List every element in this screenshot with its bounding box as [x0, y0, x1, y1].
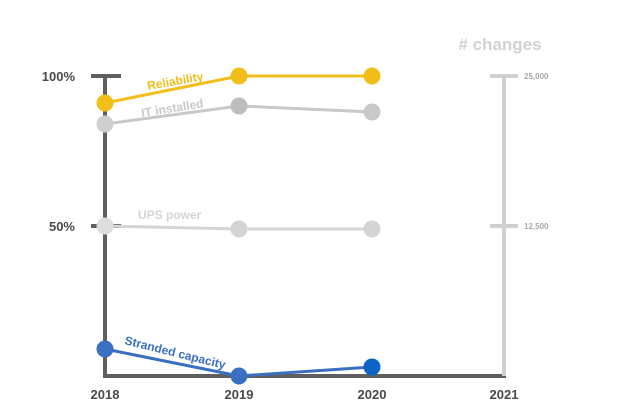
- data-point: [363, 67, 381, 85]
- series-label: UPS power: [138, 208, 202, 222]
- series-label: Stranded capacity: [123, 333, 227, 372]
- tick-labels: 100% 50% 25,000 12,500 # changes 2018 2019 2020…: [42, 35, 549, 402]
- data-point: [96, 115, 114, 133]
- data-point: [230, 67, 248, 85]
- data-point: [96, 94, 114, 112]
- series-points: [96, 67, 381, 385]
- right-tick-label: 12,500: [524, 222, 549, 231]
- data-point: [363, 358, 381, 376]
- data-point: [363, 220, 381, 238]
- data-point: [230, 97, 248, 115]
- right-tick-label: 25,000: [524, 72, 549, 81]
- x-tick-label: 2020: [358, 387, 387, 402]
- data-point: [96, 217, 114, 235]
- x-tick-label: 2019: [225, 387, 254, 402]
- data-point: [96, 340, 114, 358]
- data-point: [230, 220, 248, 238]
- data-point: [230, 367, 248, 385]
- right-axis-title: # changes: [458, 35, 541, 54]
- y-tick-label: 50%: [49, 219, 75, 234]
- data-point: [363, 103, 381, 121]
- y-tick-label: 100%: [42, 69, 76, 84]
- x-tick-label: 2021: [490, 387, 519, 402]
- x-tick-label: 2018: [91, 387, 120, 402]
